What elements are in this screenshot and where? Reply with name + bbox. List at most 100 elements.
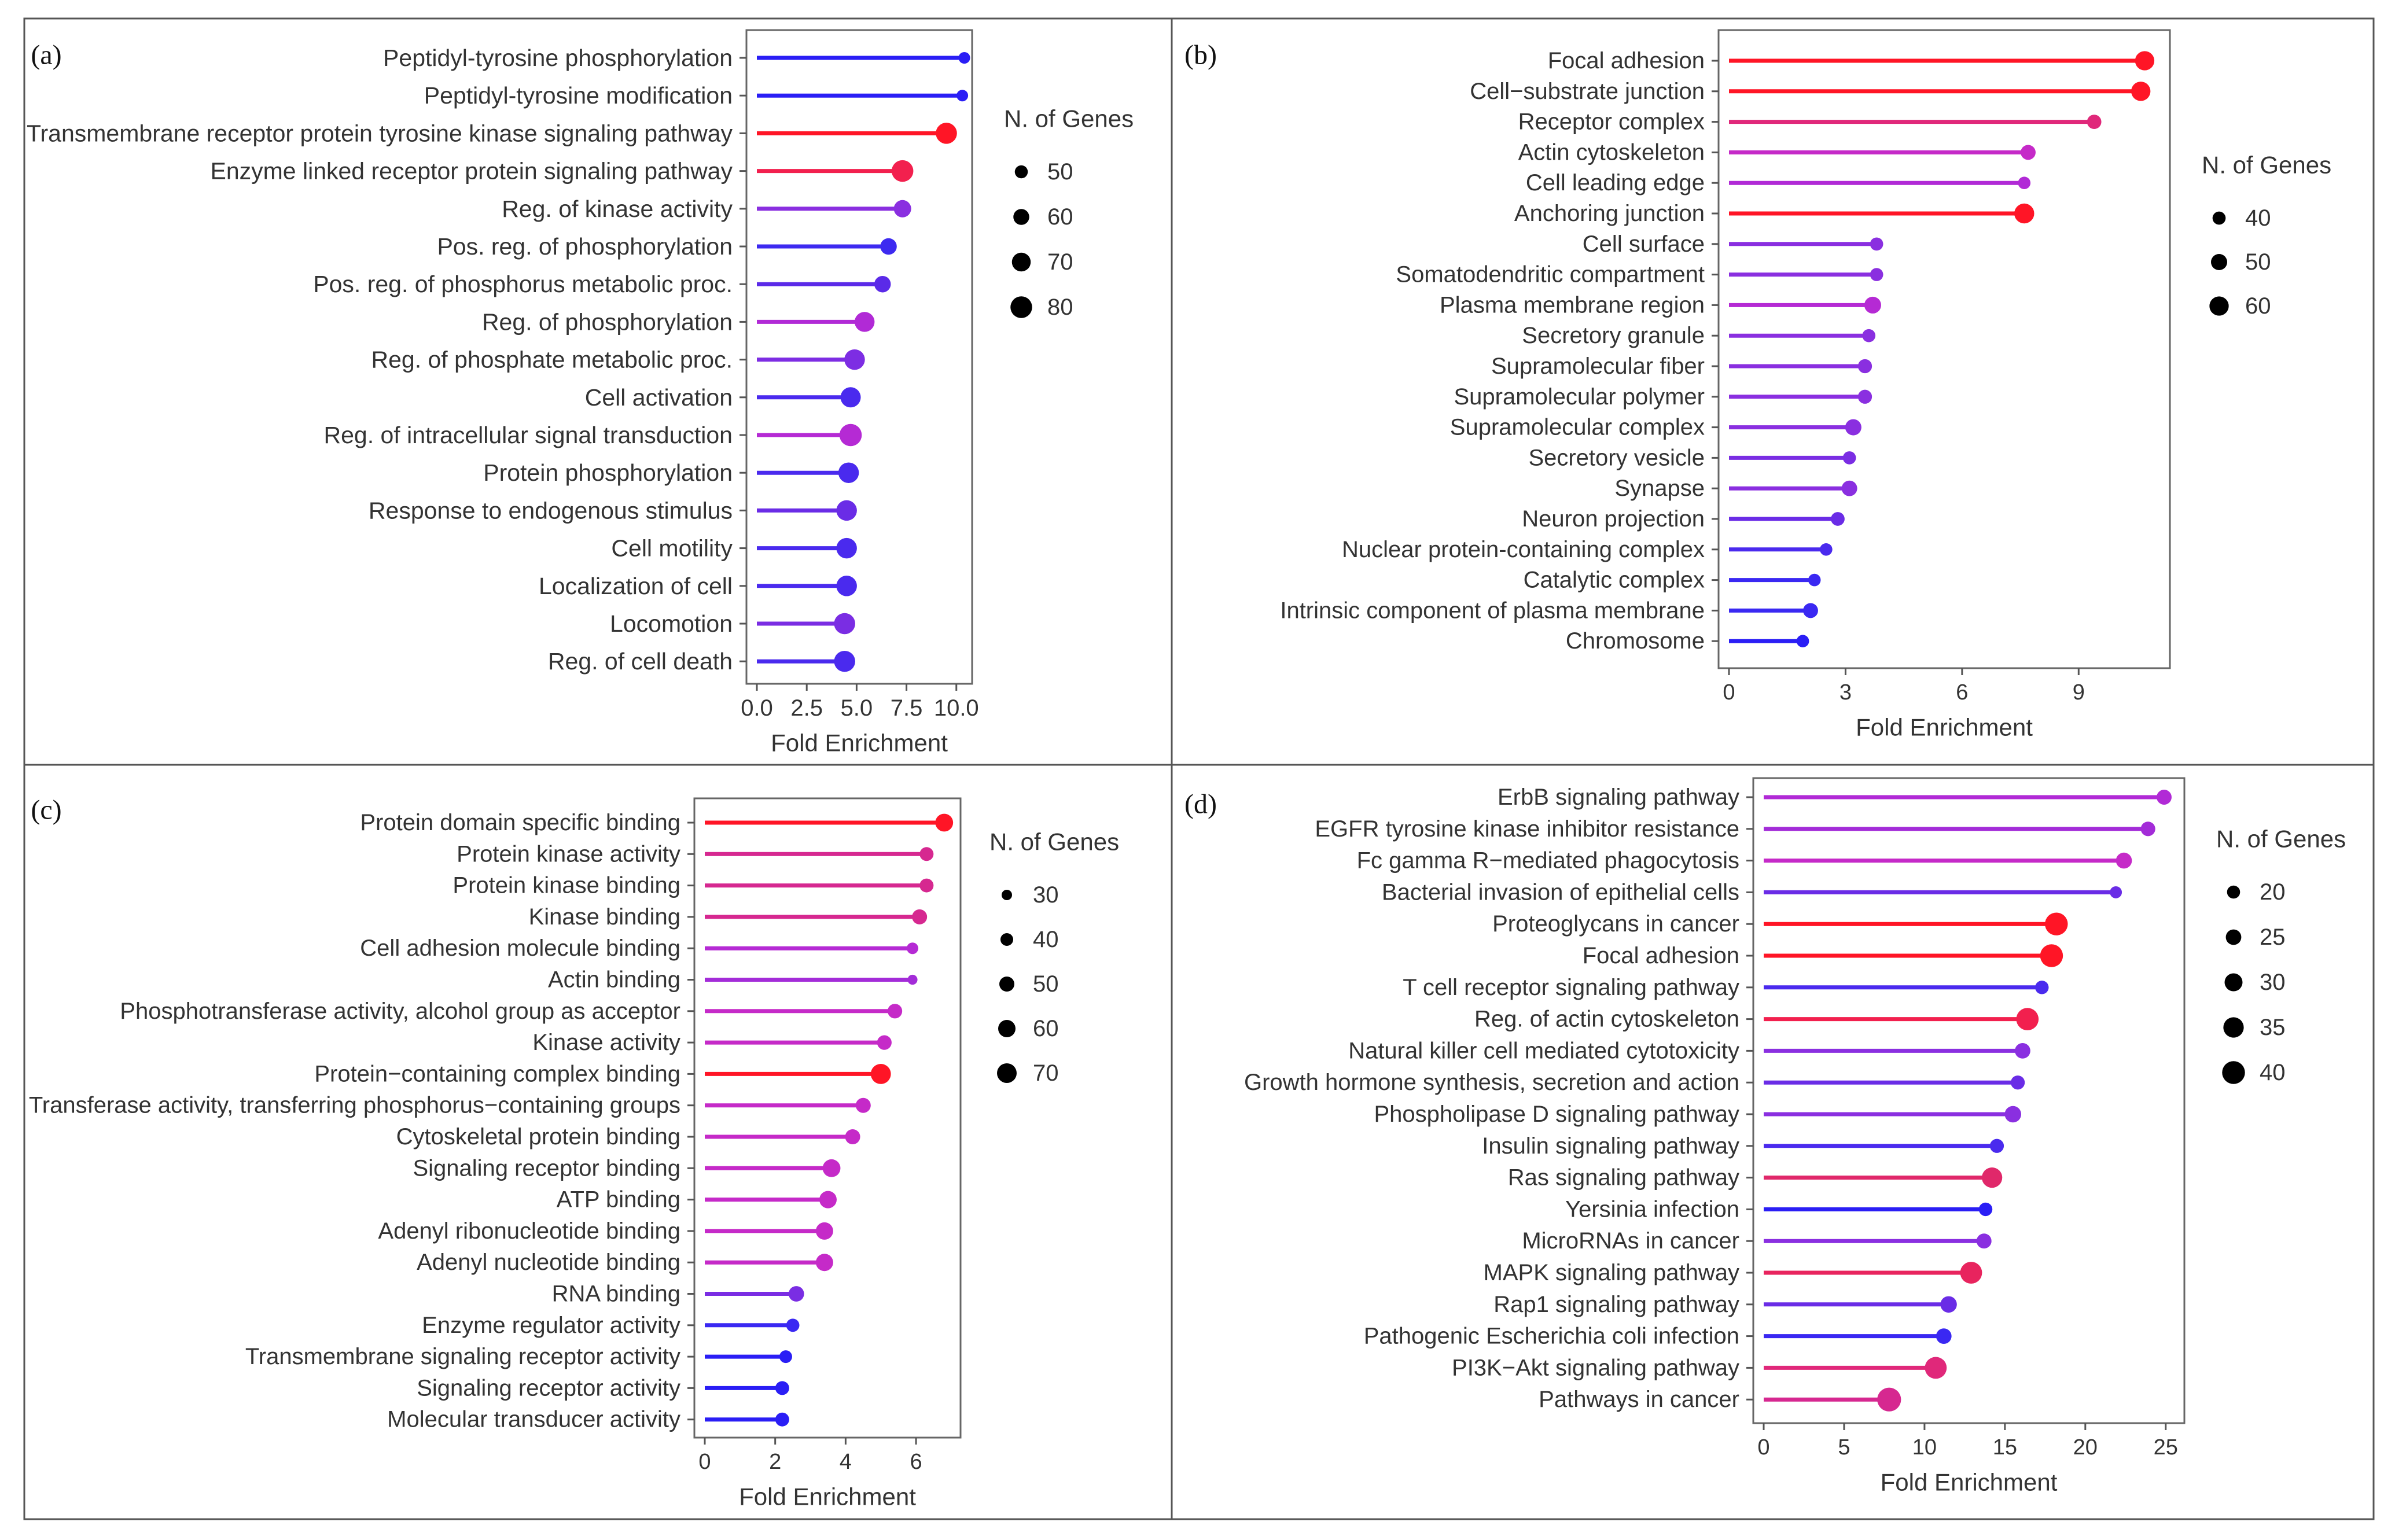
x-tick-label: 0 [1757,1435,1769,1460]
category-label: Plasma membrane region [1440,292,1705,318]
legend-size-label: 40 [2245,205,2271,231]
category-label: Protein−containing complex binding [314,1061,680,1086]
lollipop-dot [1877,1387,1901,1412]
category-label: Cell motility [611,535,733,562]
category-label: Pos. reg. of phosphorylation [437,233,733,260]
panel-label: (b) [1184,40,1217,71]
lollipop-dot [1960,1262,1982,1284]
category-label: Response to endogenous stimulus [369,497,733,524]
lollipop-dot [912,909,928,924]
x-tick-label: 20 [2073,1435,2098,1460]
legend-title: N. of Genes [989,828,1119,856]
lollipop-dot [1857,359,1872,374]
category-label: Protein kinase binding [452,873,680,898]
lollipop-dot [2087,115,2102,130]
legend-size-label: 50 [1047,159,1073,185]
lollipop-dot [2018,176,2031,190]
legend-size-label: 50 [1033,971,1059,997]
category-label: Transmembrane signaling receptor activit… [245,1344,680,1369]
lollipop-dot [870,1064,891,1084]
lollipop-dot [2015,1043,2030,1059]
lollipop-dot [1925,1357,1947,1379]
category-label: Reg. of intracellular signal transductio… [324,422,733,448]
legend-title: N. of Genes [2216,826,2346,853]
lollipop-dot [815,1254,833,1272]
legend-size-label: 70 [1047,249,1073,275]
lollipop-dot [2131,82,2151,101]
x-tick-label: 4 [840,1450,852,1474]
lollipop-dot [779,1350,792,1364]
lollipop-dot [834,613,855,635]
category-label: Pos. reg. of phosphorus metabolic proc. [313,271,733,297]
category-label: Transmembrane receptor protein tyrosine … [27,120,733,146]
x-tick-label: 10 [1912,1435,1937,1460]
category-label: Enzyme linked receptor protein signaling… [210,158,733,185]
category-label: Intrinsic component of plasma membrane [1280,598,1705,623]
lollipop-dot [936,123,957,144]
lollipop-dot [2140,821,2155,837]
category-label: Molecular transducer activity [387,1407,680,1432]
panel-c: (c) Protein domain specific binding Protei… [29,795,1119,1510]
panel-b: (b) Focal adhesion Cell−substrate junction… [1184,29,2331,741]
x-tick-label: 6 [910,1450,922,1474]
lollipop-dot [2116,852,2132,869]
legend-title: N. of Genes [1004,105,1134,132]
x-tick-label: 2.5 [790,695,823,721]
lollipop-dot [836,500,857,521]
category-label: Supramolecular polymer [1454,384,1705,410]
lollipop-dot [1870,237,1883,251]
panel-label: (c) [31,795,61,826]
lollipop-dot [893,200,911,218]
legend-size-dot [2222,1061,2245,1084]
category-label: Somatodendritic compartment [1396,262,1705,288]
panel-label: (d) [1184,789,1217,820]
lollipop-dot [2135,51,2155,71]
legend-size-dot [1013,209,1029,225]
category-label: Protein phosphorylation [483,459,733,486]
lollipop-dot [1862,329,1876,342]
category-label: Bacterial invasion of epithelial cells [1382,879,1739,905]
lollipop-dot [880,238,897,255]
lollipop-dot [834,650,855,672]
category-label: Locomotion [610,610,733,637]
lollipop-dot [1842,451,1856,465]
x-tick-label: 10.0 [934,695,979,721]
category-label: Neuron projection [1522,506,1705,532]
x-tick-label: 2 [769,1450,781,1474]
panel-a: (a) Peptidyl-tyrosine phosphorylation Pept… [27,29,1134,757]
category-label: Ras signaling pathway [1508,1165,1739,1191]
legend-size-label: 60 [1033,1016,1059,1041]
category-label: Rap1 signaling pathway [1493,1292,1739,1317]
lollipop-dot [958,52,970,64]
category-label: Chromosome [1566,628,1705,654]
lollipop-dot [887,1004,903,1019]
x-tick-label: 15 [1993,1435,2017,1460]
legend-size-dot [2225,929,2242,945]
lollipop-dot [956,90,969,102]
lollipop-dot [822,1159,841,1177]
lollipop-dot [1803,603,1818,618]
lollipop-dot [935,813,954,832]
category-label: Localization of cell [539,573,733,599]
x-tick-label: 0 [698,1450,711,1474]
category-label: Protein domain specific binding [360,810,680,835]
x-tick-label: 7.5 [891,695,923,721]
lollipop-dot [1796,635,1809,647]
lollipop-dot [2035,981,2049,994]
category-label: Cell adhesion molecule binding [360,935,680,961]
lollipop-dot [775,1412,789,1427]
category-label: Peptidyl-tyrosine modification [424,82,733,109]
category-label: Secretory vesicle [1528,445,1705,470]
lollipop-dot [2014,203,2035,224]
x-tick-label: 6 [1956,680,1968,705]
category-label: Transferase activity, transferring phosp… [29,1093,680,1118]
category-label: Adenyl ribonucleotide binding [378,1218,680,1244]
legend-size-dot [1002,890,1012,900]
lollipop-dot [1936,1328,1952,1344]
lollipop-dot [838,462,859,483]
lollipop-dot [2021,145,2036,160]
category-label: EGFR tyrosine kinase inhibitor resistanc… [1315,816,1739,842]
x-tick-label: 0.0 [741,695,773,721]
lollipop-dot [2010,1075,2025,1090]
